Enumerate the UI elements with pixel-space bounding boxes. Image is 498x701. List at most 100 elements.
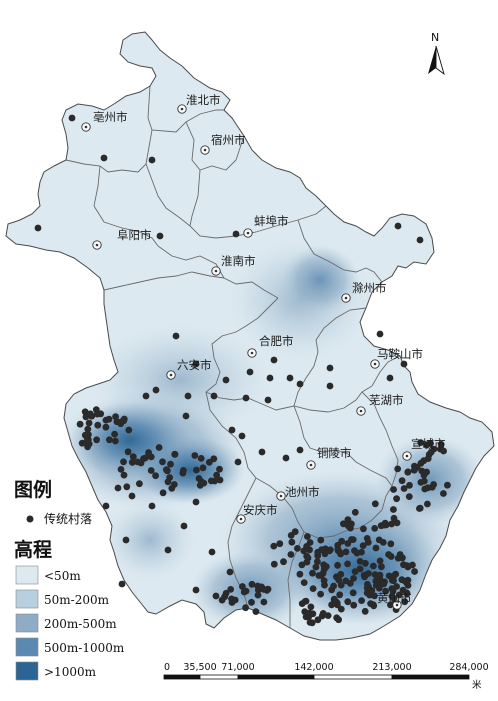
village-point <box>334 545 342 553</box>
village-point <box>371 592 378 600</box>
village-point <box>129 453 137 460</box>
scale-tick-label: 284,000 <box>449 662 488 673</box>
elevation-shading <box>55 240 485 630</box>
village-point <box>423 468 430 476</box>
village-point <box>164 467 171 475</box>
village-point <box>97 410 105 418</box>
city-label: 铜陵市 <box>317 446 352 460</box>
village-point <box>371 571 379 578</box>
elevation-class-label: 50m-200m <box>44 593 110 607</box>
elevation-swatch <box>15 637 39 657</box>
village-point <box>93 436 100 444</box>
village-point <box>182 412 190 420</box>
village-point <box>338 537 346 545</box>
village-point <box>400 485 408 492</box>
scale-unit: 米 <box>472 679 482 691</box>
village-point <box>334 601 341 609</box>
village-point <box>222 376 230 384</box>
village-point <box>382 587 389 595</box>
city-marker: 黄山市 <box>377 591 412 610</box>
city-label: 淮南市 <box>221 254 256 268</box>
city-label: 安庆市 <box>243 503 278 517</box>
village-point <box>401 598 409 606</box>
village-point <box>192 498 200 506</box>
city-marker: 马鞍山市 <box>370 347 423 369</box>
village-point <box>92 406 100 413</box>
village-point <box>376 571 384 579</box>
city-label: 亳州市 <box>93 110 128 124</box>
village-point <box>172 332 180 340</box>
village-point <box>114 484 122 492</box>
village-point <box>356 558 364 565</box>
village-point <box>416 236 424 244</box>
village-point <box>207 477 215 485</box>
village-point <box>409 561 416 569</box>
legend-elevation-title: 高程 <box>14 538 52 561</box>
village-point <box>314 616 322 624</box>
village-point <box>205 458 213 466</box>
village-point <box>216 476 224 484</box>
village-point <box>309 585 317 592</box>
village-point <box>298 561 306 569</box>
village-point <box>306 546 313 554</box>
village-point <box>68 114 76 122</box>
village-point <box>386 374 394 382</box>
elevation-classes: <50m 50m-200m 200m-500m 500m-1000m >1000m <box>15 565 125 681</box>
village-point <box>128 458 136 466</box>
village-point <box>304 533 311 540</box>
village-point <box>291 528 299 536</box>
village-point <box>317 536 325 544</box>
village-point <box>125 426 133 434</box>
elevation-class-label: 200m-500m <box>44 617 117 631</box>
village-point <box>156 232 164 240</box>
village-point <box>320 577 328 585</box>
village-point <box>303 558 311 566</box>
village-point <box>307 603 315 611</box>
village-point <box>344 560 351 568</box>
village-point <box>82 413 90 421</box>
village-point <box>393 583 400 590</box>
village-point <box>159 489 167 497</box>
village-point <box>180 522 188 530</box>
village-point <box>112 437 119 445</box>
village-point <box>421 485 429 493</box>
village-point <box>444 481 451 489</box>
village-point <box>164 546 172 554</box>
city-marker: 六安市 <box>166 358 212 380</box>
village-point <box>288 538 296 546</box>
village-point <box>330 596 338 604</box>
legend: 图例 传统村落 高程 <50m 50m-200m 200m-500m 500m-100… <box>14 478 125 681</box>
city-marker: 安庆市 <box>236 503 278 524</box>
village-point <box>403 579 410 587</box>
village-point <box>351 568 359 575</box>
village-point <box>270 560 278 568</box>
elevation-class-label: <50m <box>44 569 81 583</box>
village-point <box>232 230 240 238</box>
village-point <box>424 500 431 508</box>
scale-tick-label: 213,000 <box>372 662 411 673</box>
province-outline <box>5 31 495 641</box>
village-point <box>179 469 187 477</box>
city-marker: 淮北市 <box>177 93 221 114</box>
village-point <box>260 598 268 606</box>
elevation-swatch <box>15 589 39 609</box>
village-point <box>148 156 156 164</box>
city-marker: 滁州市 <box>341 281 387 303</box>
village-point <box>387 540 395 548</box>
village-point <box>396 551 404 558</box>
village-point <box>387 601 394 609</box>
village-point <box>228 426 236 434</box>
village-point <box>296 380 304 388</box>
village-point <box>390 572 398 579</box>
village-point <box>370 562 377 570</box>
village-point <box>322 563 330 570</box>
village-point <box>254 591 262 599</box>
village-point <box>270 542 278 550</box>
village-point <box>377 522 385 530</box>
village-point <box>390 577 397 585</box>
village-point <box>318 546 326 554</box>
city-label: 六安市 <box>177 358 212 372</box>
scale-segment <box>199 674 239 680</box>
village-point <box>294 545 301 552</box>
village-point <box>306 609 314 617</box>
